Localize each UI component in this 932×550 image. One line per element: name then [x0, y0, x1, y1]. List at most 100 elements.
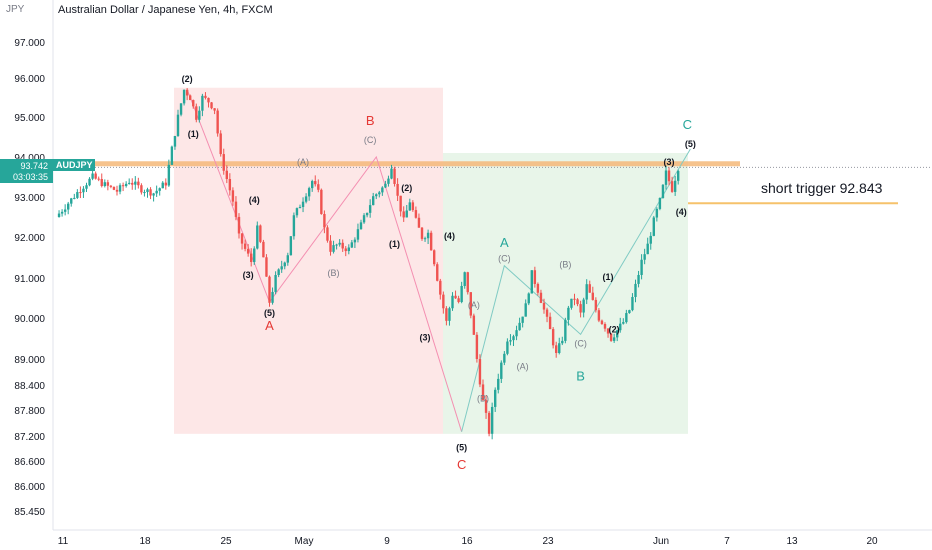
candle-body — [295, 208, 299, 216]
candle-body — [240, 233, 244, 244]
y-tick-label: 95.000 — [14, 113, 45, 124]
candle-body — [481, 384, 485, 401]
wave-label: (C) — [364, 135, 377, 145]
candle-body — [94, 173, 97, 179]
candle-body — [131, 182, 134, 185]
candle-body — [143, 192, 146, 194]
candle-body — [280, 266, 283, 270]
y-tick-label: 86.000 — [14, 482, 45, 493]
candle-body — [451, 295, 454, 309]
candle-body — [664, 170, 668, 185]
candle-body — [399, 195, 402, 212]
wave-label: (B) — [477, 394, 489, 404]
candle-body — [622, 322, 625, 324]
candle-body — [478, 359, 482, 385]
candle-body — [487, 412, 491, 434]
candle-body — [73, 197, 76, 199]
candle-body — [673, 180, 677, 192]
candle-body — [256, 225, 259, 249]
candle-body — [445, 308, 448, 321]
candle-body — [542, 302, 546, 310]
candle-body — [365, 212, 369, 216]
candle-body — [97, 178, 100, 180]
wave-label-layer: (2)(1)(4)(3)(5)A(A)(B)B(C)(2)(1)(4)(3)(5… — [182, 74, 696, 472]
candle-body — [384, 183, 387, 188]
wave-label: A — [500, 235, 509, 250]
candle-body — [466, 272, 469, 293]
candle-body — [149, 189, 152, 196]
candle-body — [512, 336, 515, 341]
candle-body — [530, 270, 533, 294]
candle-body — [527, 293, 530, 304]
candle-body — [588, 284, 591, 293]
candle-body — [372, 196, 375, 206]
candle-body — [402, 211, 405, 218]
candle-body — [222, 154, 225, 171]
candle-body — [582, 299, 585, 313]
red-zone — [174, 87, 443, 434]
candle-body — [320, 189, 323, 214]
wave-label: (2) — [401, 183, 412, 193]
candle-body — [286, 255, 289, 263]
candle-body — [179, 103, 183, 115]
candle-body — [439, 280, 442, 295]
candle-body — [128, 182, 131, 184]
candle-body — [429, 232, 433, 251]
x-tick-label: 16 — [461, 536, 473, 547]
candle-body — [326, 227, 329, 241]
candle-body — [250, 253, 253, 263]
y-tick-label: 88.400 — [14, 381, 45, 392]
candle-body — [259, 225, 262, 242]
candle-body — [289, 236, 293, 256]
y-tick-label: 87.200 — [14, 432, 45, 443]
candle-body — [268, 276, 271, 303]
candle-body — [338, 242, 341, 245]
candle-body — [207, 97, 210, 103]
candle-body — [274, 274, 277, 292]
candle-body — [454, 295, 457, 299]
candle-body — [524, 303, 527, 317]
candle-body — [246, 248, 250, 254]
currency-label: JPY — [6, 4, 25, 15]
last-price-label: 93.742 — [20, 161, 48, 171]
candle-body — [597, 310, 601, 321]
wave-label: (C) — [574, 339, 587, 349]
symbol-badge-bg — [53, 159, 95, 171]
candle-body — [436, 264, 439, 281]
candle-body — [109, 185, 113, 187]
candle-body — [448, 308, 451, 321]
candle-body — [146, 189, 149, 193]
candle-body — [655, 208, 659, 218]
candle-body — [335, 244, 338, 246]
candle-body — [625, 313, 628, 323]
candle-body — [433, 250, 436, 265]
candle-body — [60, 211, 64, 214]
wave-label: (A) — [297, 157, 309, 167]
candle-body — [176, 114, 180, 137]
candle-body — [76, 192, 79, 198]
y-tick-label: 97.000 — [14, 38, 45, 49]
candle-body — [396, 183, 399, 196]
wave-line-teal — [461, 148, 691, 432]
candle-body — [329, 240, 332, 252]
candle-body — [253, 248, 256, 263]
candle-body — [347, 247, 350, 252]
candle-body — [134, 181, 137, 185]
candle-body — [640, 259, 643, 275]
candle-body — [494, 389, 497, 407]
candle-body — [573, 298, 576, 300]
y-tick-label: 93.000 — [14, 193, 45, 204]
candle-body — [555, 345, 558, 353]
candle-body — [225, 170, 228, 180]
candle-body — [323, 213, 326, 228]
candle-body — [368, 205, 372, 213]
candle-body — [551, 329, 555, 346]
y-tick-label: 87.800 — [14, 406, 45, 417]
candle-body — [173, 136, 177, 147]
candle-body — [548, 316, 552, 330]
candle-body — [390, 168, 393, 179]
candle-body — [469, 292, 472, 316]
candle-body — [658, 197, 662, 209]
